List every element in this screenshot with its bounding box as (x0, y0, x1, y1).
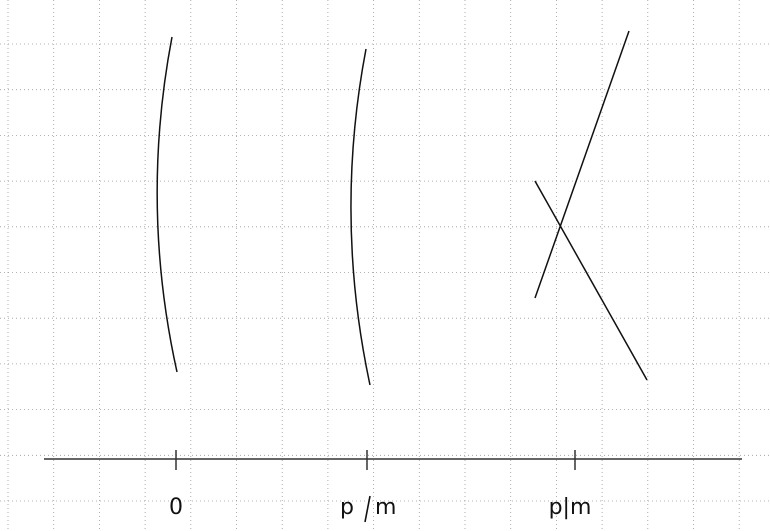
label-not-divides: p m (340, 495, 396, 523)
crossing-line-rising (534, 30, 630, 299)
label-not-divides-m: m (375, 495, 396, 520)
label-not-divides-p: p (340, 495, 354, 520)
label-zero: 0 (169, 495, 183, 520)
label-divides: p|m (549, 495, 592, 520)
curve-not-divides (350, 48, 371, 386)
curve-zero (156, 36, 178, 373)
not-divides-slash (364, 495, 371, 523)
crossing-line-falling (534, 180, 648, 381)
